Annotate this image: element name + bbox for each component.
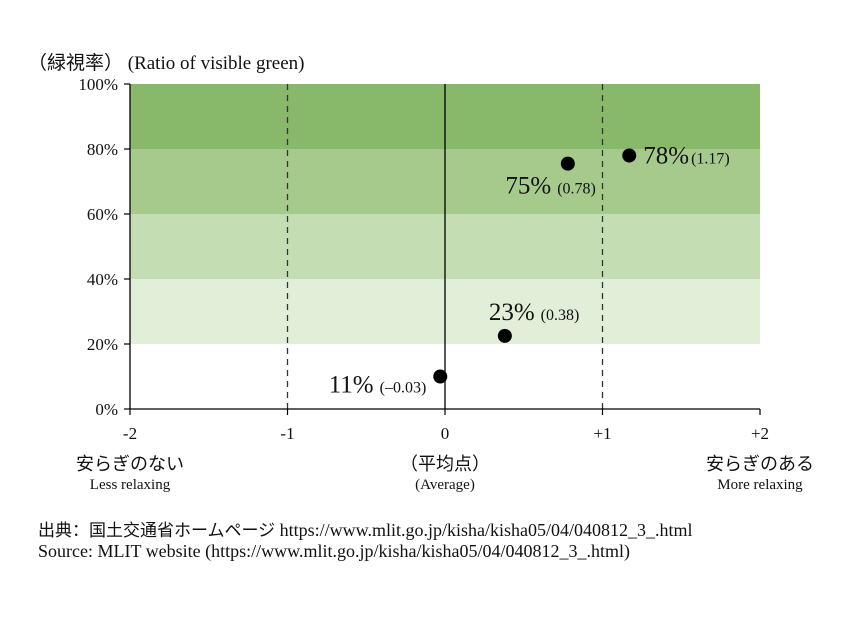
category-center: （平均点） (Average) [400, 450, 490, 494]
data-label-value: 11% [329, 372, 374, 399]
data-label-value: 23% [489, 299, 535, 326]
data-label-score: (–0.03) [380, 380, 427, 397]
data-labels: 11% (–0.03) 23% (0.38) 75% (0.78) 78% (1.17) [329, 143, 730, 399]
data-label-value: 78% [643, 143, 689, 170]
data-label-value: 75% [505, 173, 551, 200]
y-tick-label: 80% [87, 140, 118, 159]
x-tick-label: 0 [441, 424, 450, 443]
tick-labels: 0% 20% 40% 60% 80% 100% -2 -1 0 +1 +2 [78, 75, 769, 443]
y-tick-label: 100% [78, 75, 118, 94]
data-label-3: 75% (0.78) [505, 173, 595, 200]
category-center-en: (Average) [415, 477, 475, 493]
data-point-4 [622, 148, 637, 163]
source-jp-url: https://www.mlit.go.jp/kisha/kisha05/04/… [275, 520, 693, 540]
x-tick-label: -2 [123, 424, 137, 443]
category-right-jp: 安らぎのある [706, 454, 814, 475]
x-tick-label: -1 [280, 424, 294, 443]
data-label-2: 23% (0.38) [489, 299, 579, 326]
category-center-jp: （平均点） [400, 454, 490, 475]
source-jp-prefix: 出典：国土交通省ホームページ [38, 521, 276, 541]
y-tick-label: 20% [87, 335, 118, 354]
y-tick-label: 0% [95, 400, 118, 419]
data-points [433, 148, 637, 384]
category-left: 安らぎのない Less relaxing [76, 450, 184, 494]
data-label-score: (0.38) [541, 307, 580, 324]
data-point-3 [560, 156, 575, 171]
category-right: 安らぎのある More relaxing [706, 450, 814, 494]
x-tick-label: +1 [593, 424, 611, 443]
category-left-en: Less relaxing [89, 477, 171, 493]
source-en: Source: MLIT website (https://www.mlit.g… [38, 541, 630, 561]
data-label-1: 11% (–0.03) [329, 372, 427, 399]
category-left-jp: 安らぎのない [76, 454, 184, 475]
y-tick-label: 40% [87, 270, 118, 289]
data-label-score: (0.78) [557, 181, 596, 198]
y-tick-label: 60% [87, 205, 118, 224]
data-point-1 [433, 369, 448, 384]
data-label-score: (1.17) [691, 151, 730, 168]
category-right-en: More relaxing [717, 477, 803, 493]
reference-lines [286, 84, 604, 409]
source-jp: 出典：国土交通省ホームページ https://www.mlit.go.jp/ki… [38, 516, 693, 541]
x-tick-label: +2 [751, 424, 769, 443]
data-label-4: 78% (1.17) [643, 143, 729, 170]
axes [124, 83, 761, 415]
y-axis-title: （緑視率） (Ratio of visible green) [28, 53, 305, 74]
data-point-2 [497, 328, 512, 343]
